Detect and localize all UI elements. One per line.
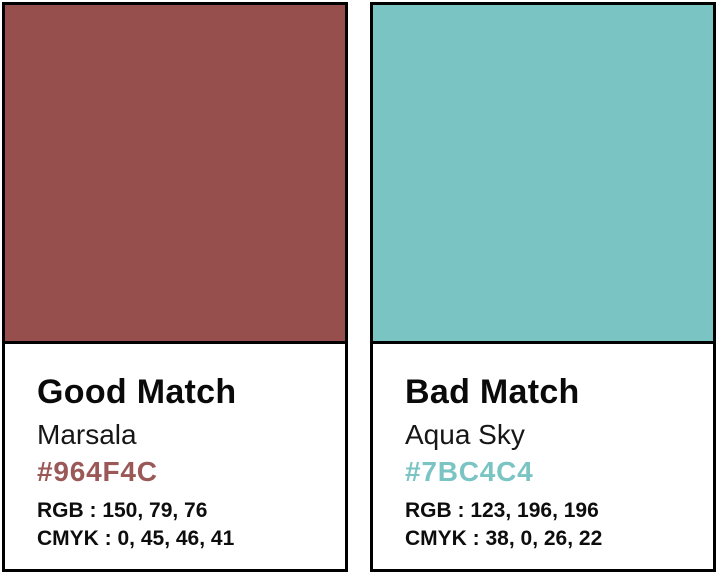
color-info-panel: Bad Match Aqua Sky #7BC4C4 RGB : 123, 19… (373, 344, 713, 569)
color-info-panel: Good Match Marsala #964F4C RGB : 150, 79… (5, 344, 345, 569)
hex-code: #964F4C (37, 456, 158, 488)
cmyk-values: CMYK : 38, 0, 26, 22 (405, 526, 603, 550)
cmyk-values: CMYK : 0, 45, 46, 41 (37, 526, 235, 550)
rgb-values: RGB : 123, 196, 196 (405, 499, 599, 523)
color-swatch (373, 5, 713, 344)
color-card-bad-match: Bad Match Aqua Sky #7BC4C4 RGB : 123, 19… (370, 2, 716, 572)
rgb-values: RGB : 150, 79, 76 (37, 499, 208, 523)
color-name: Aqua Sky (405, 419, 525, 451)
color-card-good-match: Good Match Marsala #964F4C RGB : 150, 79… (2, 2, 348, 572)
match-title: Bad Match (405, 373, 580, 411)
match-title: Good Match (37, 373, 237, 411)
color-swatch (5, 5, 345, 344)
color-name: Marsala (37, 419, 137, 451)
hex-code: #7BC4C4 (405, 456, 534, 488)
